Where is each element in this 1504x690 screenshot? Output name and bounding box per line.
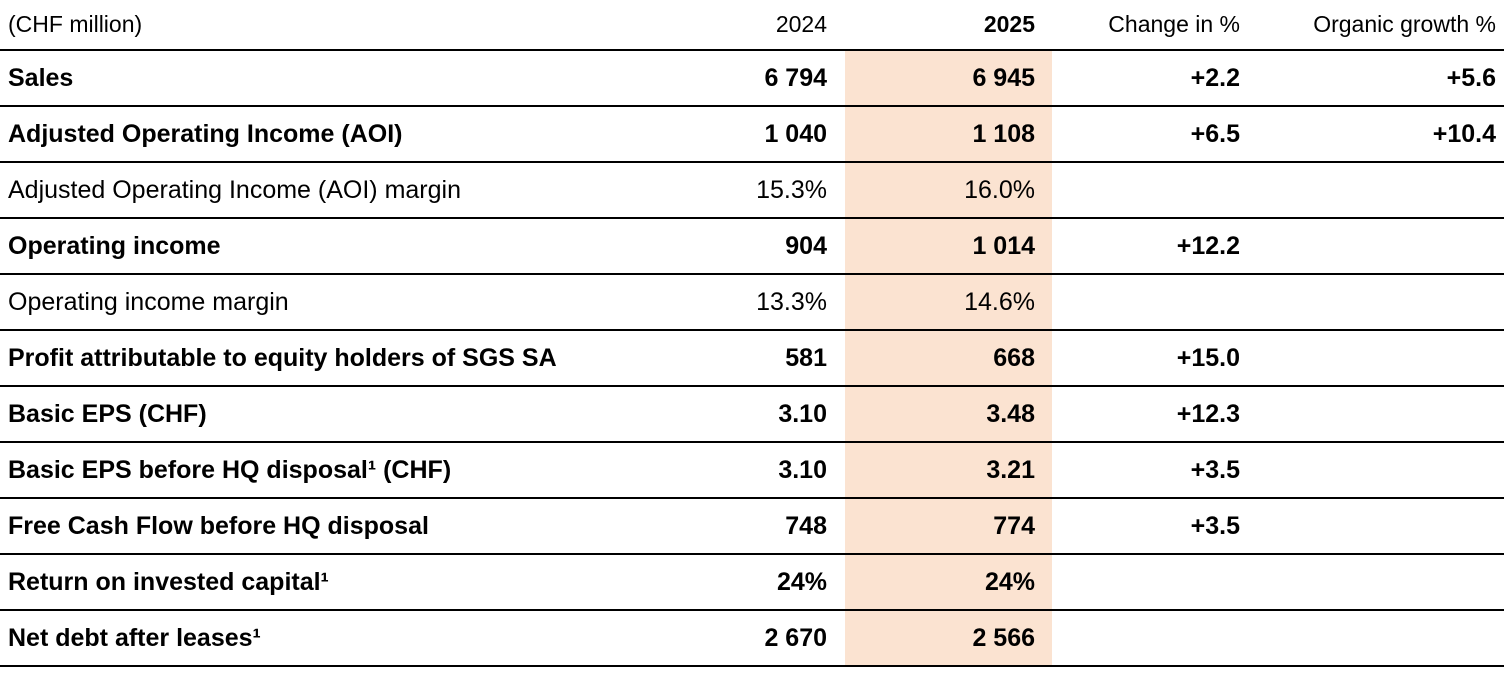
table-body: Sales 6 794 6 945 +2.2 +5.6 Adjusted Ope…	[0, 50, 1504, 666]
table-row-adjusted-operating-income: Adjusted Operating Income (AOI) 1 040 1 …	[0, 106, 1504, 162]
row-label: Adjusted Operating Income (AOI)	[8, 119, 403, 148]
value-change: +15.0	[1176, 343, 1240, 372]
value-2024: 13.3%	[756, 287, 827, 316]
table-row-operating-income-margin: Operating income margin 13.3% 14.6%	[0, 274, 1504, 330]
value-organic-growth	[1246, 442, 1504, 498]
value-change: +3.5	[1190, 511, 1240, 540]
table-row-basic-eps-before-hq-disposal: Basic EPS before HQ disposal¹ (CHF) 3.10…	[0, 442, 1504, 498]
value-2025: 1 014	[845, 218, 1052, 274]
value-change: +12.2	[1176, 231, 1240, 260]
value-change	[1052, 274, 1246, 330]
table-row-aoi-margin: Adjusted Operating Income (AOI) margin 1…	[0, 162, 1504, 218]
value-2025: 668	[845, 330, 1052, 386]
value-change: +3.5	[1190, 455, 1240, 484]
value-organic-growth	[1246, 162, 1504, 218]
value-2024: 904	[785, 231, 827, 260]
value-2025: 24%	[845, 554, 1052, 610]
value-change	[1052, 610, 1246, 666]
value-organic-growth	[1246, 610, 1504, 666]
value-change: +12.3	[1176, 399, 1240, 428]
value-organic-growth	[1246, 218, 1504, 274]
row-label: Profit attributable to equity holders of…	[8, 343, 557, 372]
header-row: (CHF million) 2024 2025 Change in % Orga…	[0, 0, 1504, 50]
row-label: Basic EPS (CHF)	[8, 399, 207, 428]
row-label: Operating income margin	[8, 287, 289, 316]
table-row-net-debt-after-leases: Net debt after leases¹ 2 670 2 566	[0, 610, 1504, 666]
table-row-return-on-invested-capital: Return on invested capital¹ 24% 24%	[0, 554, 1504, 610]
value-change	[1052, 162, 1246, 218]
value-2024: 3.10	[778, 455, 827, 484]
row-label: Operating income	[8, 231, 221, 260]
value-2024: 748	[785, 511, 827, 540]
value-2024: 2 670	[764, 623, 827, 652]
value-2025: 2 566	[845, 610, 1052, 666]
table-row-sales: Sales 6 794 6 945 +2.2 +5.6	[0, 50, 1504, 106]
value-organic-growth	[1246, 386, 1504, 442]
column-header-2024: 2024	[775, 11, 827, 37]
row-label: Basic EPS before HQ disposal¹ (CHF)	[8, 455, 452, 484]
column-header-organic-growth: Organic growth %	[1313, 11, 1496, 37]
value-2025: 3.21	[845, 442, 1052, 498]
row-label: Free Cash Flow before HQ disposal	[8, 511, 429, 540]
value-change: +6.5	[1190, 119, 1240, 148]
value-2025: 16.0%	[845, 162, 1052, 218]
value-2024: 24%	[776, 567, 827, 596]
value-organic-growth	[1246, 274, 1504, 330]
row-label: Adjusted Operating Income (AOI) margin	[8, 175, 461, 204]
value-2025: 774	[845, 498, 1052, 554]
value-organic-growth	[1246, 498, 1504, 554]
column-header-2025: 2025	[983, 11, 1035, 37]
value-2025: 1 108	[845, 106, 1052, 162]
value-organic-growth	[1246, 330, 1504, 386]
table-row-free-cash-flow: Free Cash Flow before HQ disposal 748 77…	[0, 498, 1504, 554]
value-organic-growth	[1246, 554, 1504, 610]
table-row-profit-attributable: Profit attributable to equity holders of…	[0, 330, 1504, 386]
value-2024: 3.10	[778, 399, 827, 428]
value-change	[1052, 554, 1246, 610]
row-label: Net debt after leases¹	[8, 623, 261, 652]
value-organic-growth: +10.4	[1432, 119, 1496, 148]
value-2024: 6 794	[764, 63, 827, 92]
value-change: +2.2	[1190, 63, 1240, 92]
table-row-basic-eps: Basic EPS (CHF) 3.10 3.48 +12.3	[0, 386, 1504, 442]
value-2024: 1 040	[764, 119, 827, 148]
value-2024: 581	[785, 343, 827, 372]
value-2025: 3.48	[845, 386, 1052, 442]
value-2025: 14.6%	[845, 274, 1052, 330]
column-header-change: Change in %	[1108, 11, 1240, 37]
value-2024: 15.3%	[756, 175, 827, 204]
row-label: Sales	[8, 63, 74, 92]
value-2025: 6 945	[845, 50, 1052, 106]
unit-label: (CHF million)	[8, 11, 143, 37]
table-header: (CHF million) 2024 2025 Change in % Orga…	[0, 0, 1504, 50]
value-organic-growth: +5.6	[1446, 63, 1496, 92]
kpi-table: (CHF million) 2024 2025 Change in % Orga…	[0, 0, 1504, 666]
table-row-operating-income: Operating income 904 1 014 +12.2	[0, 218, 1504, 274]
row-label: Return on invested capital¹	[8, 567, 329, 596]
